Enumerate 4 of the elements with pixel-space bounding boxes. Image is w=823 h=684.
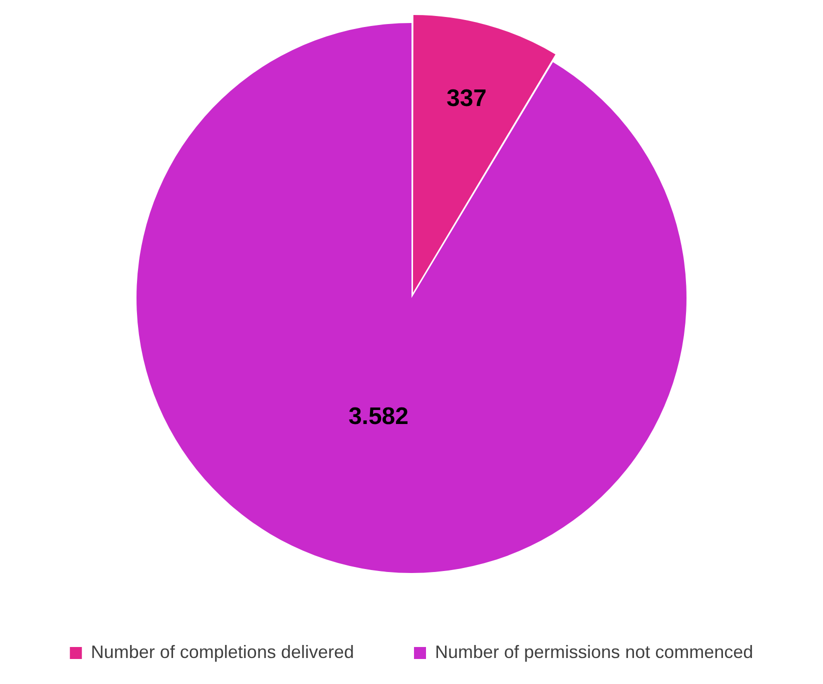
legend-label: Number of permissions not commenced xyxy=(435,642,754,662)
data-label: 337 xyxy=(446,84,487,112)
legend-label: Number of completions delivered xyxy=(90,642,354,662)
data-label: 3.582 xyxy=(348,402,409,430)
